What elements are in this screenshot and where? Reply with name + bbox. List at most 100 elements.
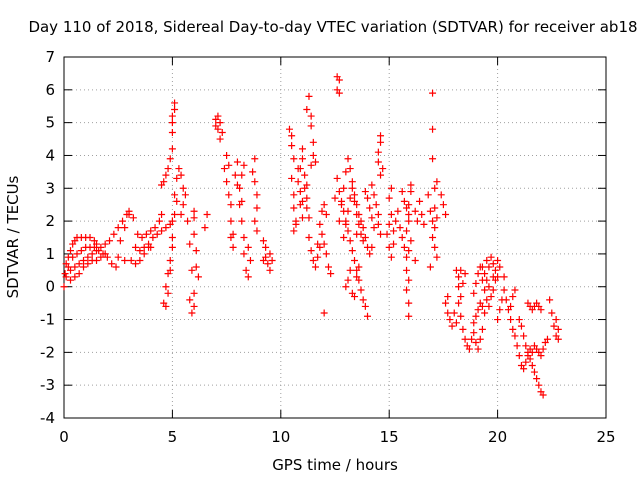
data-point [171,211,179,219]
data-point [220,165,228,173]
data-point [320,201,328,209]
data-point [348,178,356,186]
data-point [318,207,326,215]
data-point [168,128,176,136]
data-point [240,161,248,169]
data-point [136,247,144,255]
data-point [214,125,222,133]
data-point [112,263,120,271]
data-point [348,247,356,255]
data-point [526,355,534,363]
data-point [238,217,246,225]
data-point [125,211,133,219]
data-point [64,263,72,271]
data-point [153,230,161,238]
data-point [478,263,486,271]
data-point [201,224,209,232]
data-point [307,122,315,130]
data-point [398,188,406,196]
data-point [357,286,365,294]
data-point [162,302,170,310]
data-point [288,174,296,182]
data-point [374,158,382,166]
data-point [368,214,376,222]
x-tick-label: 10 [271,428,290,446]
data-point [227,201,235,209]
data-point [405,312,413,320]
data-point [346,266,354,274]
data-point [164,270,172,278]
data-point [77,247,85,255]
data-point [351,256,359,264]
data-point [251,217,259,225]
data-point [166,155,174,163]
data-point [121,256,129,264]
data-point [311,263,319,271]
data-point [370,224,378,232]
data-point [481,309,489,317]
data-point [259,256,267,264]
x-tick-label: 15 [380,428,399,446]
chart-title: Day 110 of 2018, Sidereal Day-to-day VTE… [28,18,637,36]
data-point [340,234,348,241]
data-point [476,335,484,343]
data-point [387,184,395,192]
data-point [320,240,328,248]
data-point [351,191,359,199]
data-point [346,165,354,173]
data-point [407,188,415,196]
data-point [121,224,129,232]
data-point [290,191,298,199]
data-point [225,161,233,169]
data-point [138,234,146,241]
data-point [75,270,83,278]
data-point [147,227,155,235]
data-point [383,230,391,238]
data-point [179,201,187,209]
data-point [385,220,393,228]
data-point [90,243,98,251]
data-point [448,322,456,330]
data-point [539,391,547,399]
data-point [403,266,411,274]
data-point [374,148,382,156]
data-point [84,260,92,268]
data-point [361,302,369,310]
data-point [550,322,558,330]
data-point [344,276,352,284]
data-point [489,260,497,268]
data-point [288,132,296,140]
data-point [190,302,198,310]
data-point [554,325,562,333]
data-point [155,217,163,225]
data-point [487,293,495,301]
y-tick-label: 3 [45,179,55,197]
data-point [129,214,137,222]
data-point [351,293,359,301]
data-point [524,348,532,356]
data-point [231,171,239,179]
data-point [60,283,68,291]
data-point [140,250,148,258]
x-axis-label: GPS time / hours [272,456,398,474]
data-point [132,243,140,251]
data-point [216,135,224,143]
data-point [461,335,469,343]
data-point [307,161,315,169]
data-point [366,204,374,212]
data-point [407,237,415,245]
data-point [437,191,445,199]
data-point [290,155,298,163]
data-point [387,211,395,219]
data-point [552,316,560,324]
data-point [80,256,88,264]
data-point [355,220,363,228]
data-point [162,171,170,179]
data-point [318,230,326,238]
data-point [303,204,311,212]
data-point [314,253,322,261]
data-point [472,279,480,287]
data-point [461,270,469,278]
data-point [253,204,261,212]
